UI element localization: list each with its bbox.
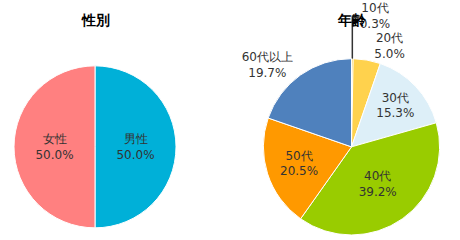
svg-text:40代39.2%: 40代39.2% — [359, 169, 397, 199]
svg-text:年齢: 年齢 — [337, 12, 367, 28]
svg-text:10代0.3%: 10代0.3% — [360, 1, 391, 31]
svg-text:性別: 性別 — [81, 12, 110, 28]
svg-text:30代15.3%: 30代15.3% — [376, 91, 414, 121]
svg-text:女性50.0%: 女性50.0% — [35, 132, 73, 162]
svg-text:60代以上19.7%: 60代以上19.7% — [242, 50, 293, 80]
svg-text:男性50.0%: 男性50.0% — [116, 132, 154, 162]
svg-text:20代5.0%: 20代5.0% — [374, 31, 405, 61]
svg-text:50代20.5%: 50代20.5% — [280, 149, 318, 179]
